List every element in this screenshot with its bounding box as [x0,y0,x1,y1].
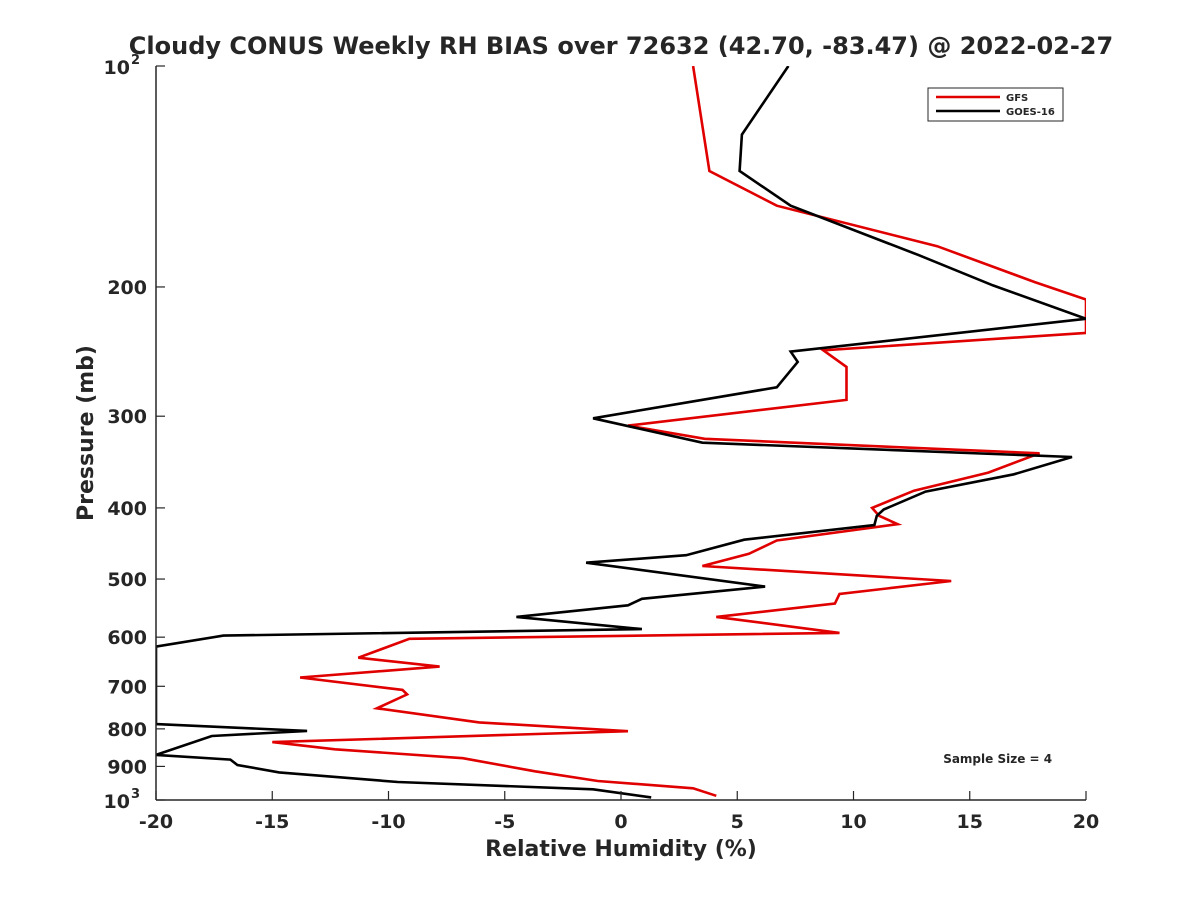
annotation-sample-size: Sample Size = 4 [943,752,1052,766]
y-tick-label: 700 [107,676,147,698]
legend-label-gfs: GFS [1006,93,1028,104]
y-tick-label: 200 [107,277,147,299]
y-tick-superscript: 2 [131,53,140,68]
x-tick-label: 5 [731,811,744,833]
y-tick-label: 900 [107,756,147,778]
series-group [156,66,1086,799]
x-tick-label: 15 [957,811,983,833]
x-tick-label: -15 [255,811,289,833]
legend-box [927,87,1064,122]
y-axis-label: Pressure (mb) [74,345,99,521]
y-tick-label: 400 [107,498,147,520]
x-tick-label: -5 [494,811,515,833]
series-line-goes-16 [156,66,1086,799]
x-tick-label: 0 [614,811,627,833]
y-tick-label: 300 [107,406,147,428]
y-tick-label: 10 [104,57,130,79]
y-tick-label: 10 [104,791,130,813]
legend-label-goes16: GOES-16 [1006,107,1055,118]
chart-title: Cloudy CONUS Weekly RH BIAS over 72632 (… [129,32,1113,60]
x-ticks: -20 -15 -10 -5 0 5 10 15 20 [139,791,1099,833]
legend: GFS GOES-16 [927,87,1064,122]
y-tick-superscript: 3 [131,787,140,802]
y-tick-label: 500 [107,569,147,591]
x-tick-label: -20 [139,811,173,833]
y-tick-label: 600 [107,627,147,649]
x-axis-label: Relative Humidity (%) [485,837,757,862]
x-tick-label: 10 [840,811,866,833]
x-tick-label: 20 [1073,811,1099,833]
x-tick-label: -10 [371,811,405,833]
y-tick-label: 800 [107,719,147,741]
series-line-gfs [272,66,1086,798]
